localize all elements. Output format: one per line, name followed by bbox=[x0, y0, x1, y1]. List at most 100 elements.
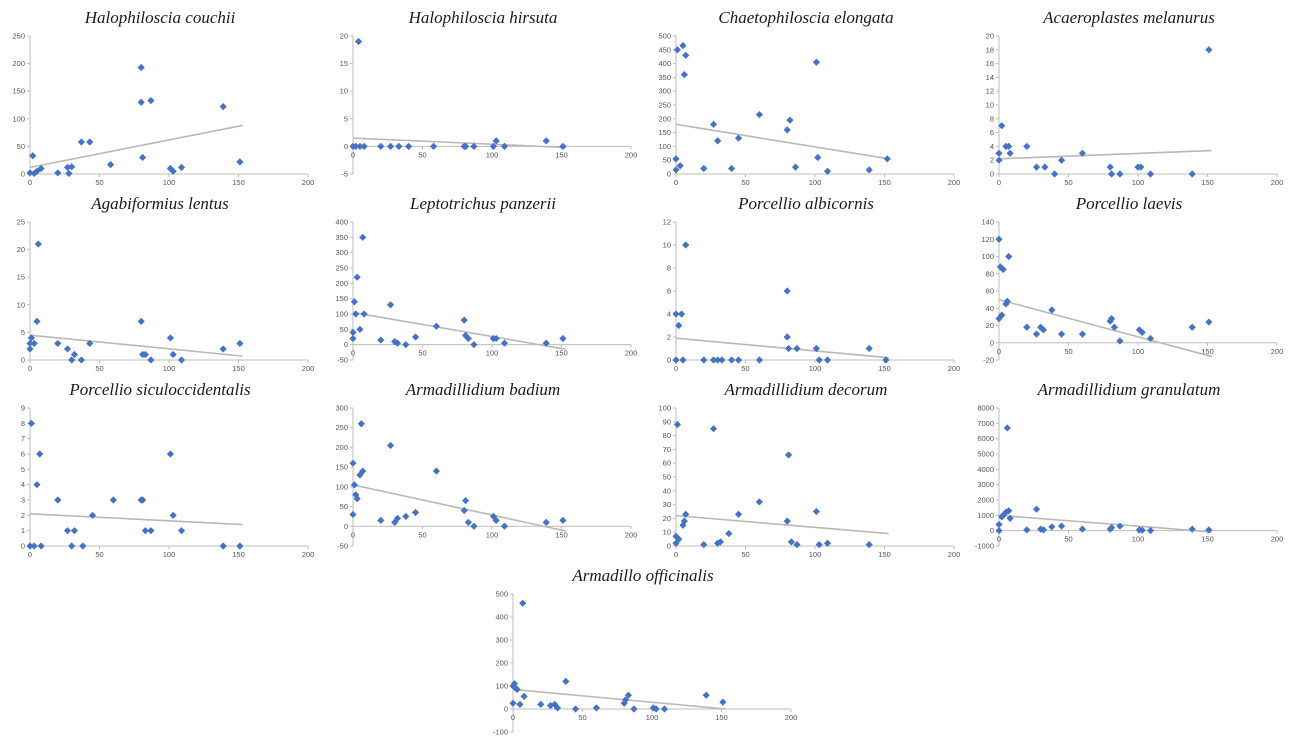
data-point bbox=[1057, 522, 1066, 530]
data-point bbox=[1005, 252, 1013, 261]
y-tick-label: 60 bbox=[663, 459, 671, 468]
data-point bbox=[377, 516, 385, 524]
data-point bbox=[349, 334, 357, 343]
data-point bbox=[349, 510, 357, 519]
data-point bbox=[682, 241, 690, 249]
data-point bbox=[86, 138, 94, 146]
data-point bbox=[411, 333, 420, 341]
panel-chaetophiloscia-elongata: Chaetophiloscia elongata 0 50 100 150 200 250… bbox=[646, 8, 966, 187]
x-tick-label: 200 bbox=[302, 364, 315, 373]
x-tick-label: 100 bbox=[163, 364, 176, 373]
y-tick-label: 250 bbox=[335, 423, 348, 432]
data-point bbox=[460, 506, 468, 515]
data-point bbox=[86, 339, 94, 348]
data-point bbox=[169, 350, 177, 359]
trendline bbox=[29, 334, 243, 357]
data-point bbox=[542, 518, 550, 526]
y-tick-label: 25 bbox=[17, 218, 25, 227]
data-point bbox=[672, 166, 680, 174]
x-tick-label: 0 bbox=[997, 535, 1001, 544]
data-point bbox=[1107, 170, 1116, 178]
y-tick-label: 0 bbox=[990, 338, 994, 347]
y-tick-label: 0 bbox=[21, 170, 25, 179]
y-tick-label: 8 bbox=[667, 264, 671, 273]
x-tick-label: 150 bbox=[555, 530, 568, 539]
data-point bbox=[1057, 156, 1066, 164]
data-point bbox=[1107, 524, 1116, 532]
data-point bbox=[1116, 522, 1124, 530]
data-point bbox=[793, 344, 801, 353]
data-point bbox=[542, 137, 550, 145]
panel-title: Halophiloscia hirsuta bbox=[408, 8, 558, 27]
y-tick-label: 15 bbox=[340, 59, 348, 68]
y-tick-label: 250 bbox=[12, 32, 25, 41]
data-point bbox=[359, 233, 367, 241]
y-tick-label: 15 bbox=[17, 273, 25, 282]
data-point bbox=[995, 520, 1003, 529]
data-point bbox=[405, 142, 413, 150]
x-tick-label: 150 bbox=[555, 349, 568, 358]
y-tick-label: 0 bbox=[667, 542, 671, 551]
x-tick-label: 200 bbox=[948, 178, 961, 187]
data-point bbox=[177, 527, 186, 535]
y-tick-label: 40 bbox=[663, 486, 671, 495]
y-tick-label: 200 bbox=[12, 59, 25, 68]
data-point bbox=[728, 356, 736, 364]
data-point bbox=[54, 339, 62, 348]
y-tick-label: 0 bbox=[667, 170, 671, 179]
y-tick-label: 12 bbox=[986, 87, 994, 96]
data-point bbox=[995, 235, 1003, 243]
y-tick-label: 350 bbox=[335, 233, 348, 242]
y-tick-label: 50 bbox=[340, 502, 348, 511]
data-point bbox=[1037, 323, 1045, 331]
x-tick-label: 50 bbox=[418, 150, 426, 159]
data-point bbox=[464, 518, 472, 526]
data-point bbox=[823, 356, 832, 364]
y-tick-label: 140 bbox=[981, 218, 994, 227]
y-tick-label: 8000 bbox=[977, 404, 994, 413]
data-point bbox=[166, 450, 174, 458]
y-tick-label: 50 bbox=[17, 142, 25, 151]
data-point bbox=[571, 705, 580, 713]
data-point bbox=[352, 491, 360, 499]
data-point bbox=[1032, 330, 1041, 338]
x-tick-label: 0 bbox=[28, 178, 32, 187]
panel-porcellio-laevis: Porcellio laevis -20 0 20 40 60 80 100 120 140 0 5… bbox=[969, 194, 1289, 372]
data-point bbox=[147, 356, 155, 364]
data-point bbox=[169, 511, 177, 519]
x-tick-label: 0 bbox=[351, 349, 355, 358]
panel-armadillo-officinalis: Armadillo officinalis -100 0 100 200 300 400 5… bbox=[483, 566, 803, 744]
data-point bbox=[411, 508, 420, 517]
data-point bbox=[352, 310, 360, 318]
panel-agabiformius-lentus: Agabiformius lentus 0 5 10 15 20 25 0 50 100 150 2… bbox=[0, 194, 320, 373]
x-tick-label: 150 bbox=[878, 364, 891, 373]
trendline bbox=[675, 123, 889, 160]
panel-armadillidium-granulatum: Armadillidium granulatum -1000 0 1000 2000 3… bbox=[969, 380, 1289, 558]
data-point bbox=[109, 496, 117, 504]
data-point bbox=[360, 310, 368, 318]
data-point bbox=[402, 341, 410, 349]
x-tick-label: 150 bbox=[232, 550, 245, 559]
y-tick-label: 150 bbox=[335, 463, 348, 472]
data-point bbox=[812, 344, 820, 353]
data-point bbox=[1003, 424, 1011, 432]
data-point bbox=[786, 116, 794, 124]
y-tick-label: 20 bbox=[663, 514, 671, 523]
data-point bbox=[1137, 163, 1145, 171]
y-tick-label: 8 bbox=[21, 419, 25, 428]
data-point bbox=[675, 535, 683, 543]
data-point bbox=[673, 46, 681, 54]
x-tick-label: 100 bbox=[809, 550, 822, 559]
data-point bbox=[1032, 163, 1041, 171]
x-tick-label: 100 bbox=[809, 178, 822, 187]
y-tick-label: 6 bbox=[21, 450, 25, 459]
data-point bbox=[236, 158, 244, 166]
x-tick-label: 200 bbox=[948, 364, 961, 373]
data-point bbox=[725, 529, 733, 538]
data-point bbox=[783, 333, 791, 341]
data-point bbox=[107, 161, 115, 169]
data-point bbox=[350, 481, 358, 489]
y-tick-label: 40 bbox=[986, 304, 994, 313]
y-tick-label: 20 bbox=[340, 32, 348, 41]
